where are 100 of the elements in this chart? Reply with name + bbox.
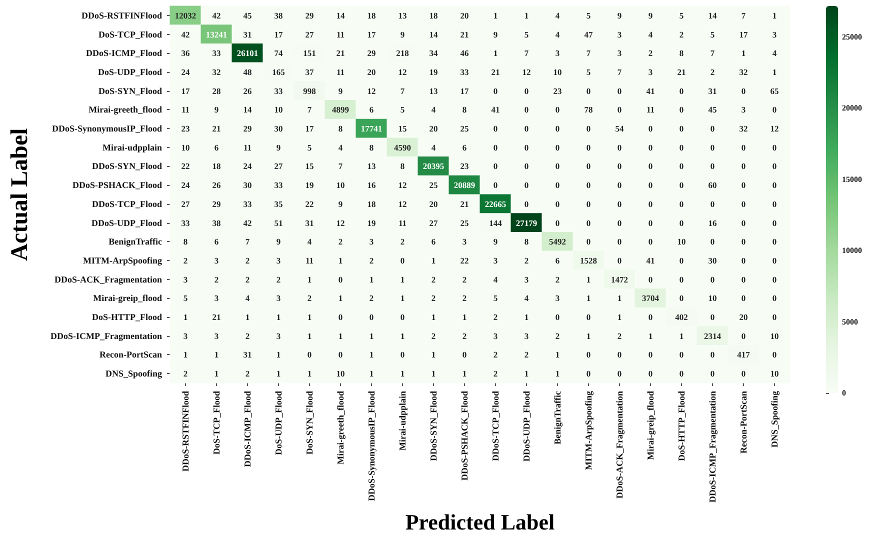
data-label: 26 bbox=[243, 86, 252, 96]
data-label: 10 bbox=[274, 104, 283, 115]
data-label: 11 bbox=[398, 218, 407, 228]
data-label: 0 bbox=[679, 255, 684, 266]
data-label: 11 bbox=[336, 66, 345, 77]
data-label: 5 bbox=[710, 29, 715, 40]
data-label: 31 bbox=[243, 350, 252, 360]
data-label: 21 bbox=[212, 124, 221, 134]
data-label: 3 bbox=[214, 293, 219, 304]
data-label: 22 bbox=[305, 198, 314, 209]
data-label: 33 bbox=[274, 86, 283, 96]
data-label: 0 bbox=[772, 312, 777, 322]
data-label: 5 bbox=[493, 293, 498, 304]
data-label: 18 bbox=[367, 10, 376, 20]
data-label: 0 bbox=[679, 293, 684, 304]
data-label: 2 bbox=[183, 255, 188, 266]
data-label: 0 bbox=[586, 218, 591, 228]
x-tick-label: DDoS-PSHACK_Flood bbox=[460, 391, 470, 481]
data-label: 10 bbox=[553, 66, 562, 77]
data-label: 0 bbox=[555, 104, 560, 115]
data-label: 23 bbox=[553, 86, 562, 96]
data-label: 0 bbox=[772, 274, 777, 284]
data-label: 2 bbox=[555, 274, 560, 284]
data-label: 0 bbox=[710, 161, 715, 172]
data-label: 2 bbox=[245, 255, 250, 266]
data-label: 21 bbox=[460, 29, 469, 40]
data-label: 15 bbox=[398, 124, 407, 134]
data-label: 32 bbox=[212, 66, 221, 77]
data-label: 8 bbox=[369, 142, 374, 152]
data-label: 0 bbox=[617, 104, 622, 115]
data-label: 3 bbox=[462, 236, 467, 247]
data-label: 7 bbox=[741, 10, 746, 20]
data-label: 0 bbox=[741, 274, 746, 284]
data-label: 0 bbox=[400, 312, 405, 322]
x-tick-label: DDoS-SYN_Flood bbox=[428, 391, 438, 462]
data-label: 3 bbox=[183, 330, 188, 341]
data-label: 2314 bbox=[704, 330, 722, 341]
data-label: 12032 bbox=[174, 10, 196, 20]
data-label: 31 bbox=[243, 29, 252, 40]
data-label: 4 bbox=[245, 293, 250, 304]
data-label: 0 bbox=[772, 142, 777, 152]
data-label: 14 bbox=[243, 104, 252, 115]
data-label: 2 bbox=[710, 66, 715, 77]
data-label: 42 bbox=[212, 10, 221, 20]
data-label: 3 bbox=[524, 330, 529, 341]
data-label: 12 bbox=[367, 86, 376, 96]
data-label: 0 bbox=[741, 368, 746, 379]
data-label: 0 bbox=[710, 368, 715, 379]
data-label: 0 bbox=[617, 142, 622, 152]
data-label: 78 bbox=[584, 104, 593, 115]
data-label: 3 bbox=[183, 274, 188, 284]
data-label: 0 bbox=[679, 161, 684, 172]
data-label: 2 bbox=[307, 293, 312, 304]
data-label: 20 bbox=[460, 10, 469, 20]
data-label: 1 bbox=[679, 330, 684, 341]
x-tick-label: Mirai-udpplain bbox=[398, 391, 408, 451]
data-label: 1 bbox=[338, 330, 343, 341]
data-label: 402 bbox=[675, 312, 688, 322]
data-label: 0 bbox=[772, 218, 777, 228]
data-label: 1 bbox=[617, 293, 622, 304]
data-label: 0 bbox=[586, 86, 591, 96]
data-label: 13 bbox=[398, 10, 407, 20]
data-label: 26 bbox=[212, 180, 221, 190]
data-label: 10 bbox=[336, 368, 345, 379]
data-label: 0 bbox=[555, 218, 560, 228]
x-tick-label: DoS-SYN_Flood bbox=[304, 391, 314, 455]
data-label: 4590 bbox=[394, 142, 411, 152]
data-label: 21 bbox=[491, 66, 500, 77]
x-tick-label: DNS_Spoofing bbox=[770, 390, 780, 448]
data-label: 17 bbox=[739, 29, 748, 40]
data-label: 2 bbox=[462, 330, 467, 341]
data-label: 11 bbox=[305, 255, 314, 266]
data-label: 37 bbox=[305, 66, 314, 77]
data-label: 0 bbox=[648, 218, 653, 228]
data-label: 2 bbox=[617, 330, 622, 341]
data-label: 2 bbox=[276, 274, 281, 284]
data-label: 3 bbox=[772, 29, 777, 40]
data-label: 1 bbox=[369, 274, 374, 284]
data-label: 2 bbox=[369, 293, 374, 304]
data-label: 6 bbox=[462, 142, 467, 152]
x-tick-label: Mirai-greeth_flood bbox=[336, 391, 346, 464]
data-label: 0 bbox=[772, 198, 777, 209]
data-label: 5 bbox=[307, 142, 312, 152]
data-label: 29 bbox=[212, 198, 221, 209]
data-label: 0 bbox=[679, 350, 684, 360]
data-label: 12 bbox=[398, 180, 407, 190]
data-label: 11 bbox=[243, 142, 252, 152]
data-label: 41 bbox=[491, 104, 500, 115]
data-label: 30 bbox=[243, 180, 252, 190]
data-label: 34 bbox=[429, 48, 438, 58]
data-label: 0 bbox=[555, 161, 560, 172]
data-label: 6 bbox=[214, 142, 219, 152]
data-label: 1 bbox=[524, 10, 529, 20]
data-label: 1 bbox=[307, 368, 312, 379]
data-label: 6 bbox=[369, 104, 374, 115]
color-bar-label: 5000 bbox=[842, 317, 858, 326]
data-label: 0 bbox=[648, 124, 653, 134]
y-tick-label: DDoS-SYN_Flood bbox=[92, 161, 162, 172]
data-label: 0 bbox=[338, 274, 343, 284]
x-tick-label: DoS-UDP_Flood bbox=[274, 391, 284, 456]
